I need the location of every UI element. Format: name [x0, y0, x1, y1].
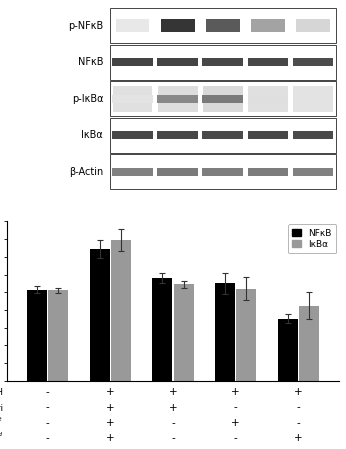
Bar [157, 95, 198, 103]
Text: NFκB: NFκB [78, 57, 103, 67]
Text: +: + [106, 418, 115, 428]
Bar [203, 86, 243, 112]
Bar [48, 291, 69, 381]
Bar [202, 132, 243, 139]
Bar [158, 86, 198, 112]
Bar [112, 86, 152, 112]
Bar [152, 278, 172, 381]
Bar [157, 168, 198, 176]
Bar [90, 249, 110, 381]
Text: +: + [169, 403, 177, 413]
Text: -: - [46, 403, 49, 413]
Text: SC/LC_2$^{nd}$: SC/LC_2$^{nd}$ [0, 431, 3, 445]
Bar [116, 19, 149, 32]
Text: +: + [231, 387, 240, 397]
Bar [293, 168, 334, 176]
Bar [293, 86, 333, 112]
Bar [277, 319, 298, 381]
Text: EtOH: EtOH [0, 388, 3, 397]
Bar [293, 132, 334, 139]
Bar [202, 168, 243, 176]
Bar [110, 81, 336, 116]
Text: -: - [234, 433, 238, 443]
Text: -: - [46, 433, 49, 443]
Bar [299, 305, 319, 381]
Bar [110, 45, 336, 80]
Text: -: - [234, 403, 238, 413]
Text: β-Actin: β-Actin [69, 167, 103, 177]
Bar [293, 95, 334, 103]
Text: -: - [171, 433, 175, 443]
Legend: NFκB, IκBα: NFκB, IκBα [288, 224, 336, 253]
Bar [161, 19, 194, 32]
Text: +: + [106, 433, 115, 443]
Text: p-IκBα: p-IκBα [72, 94, 103, 104]
Bar [248, 86, 288, 112]
Bar [215, 283, 235, 381]
Bar [112, 95, 153, 103]
Text: -: - [171, 418, 175, 428]
Bar [110, 9, 336, 44]
Bar [248, 132, 288, 139]
Text: +: + [231, 418, 240, 428]
Bar [206, 19, 240, 32]
Bar [248, 58, 288, 66]
Bar [174, 284, 194, 381]
Text: -: - [297, 403, 300, 413]
Text: +: + [106, 387, 115, 397]
Text: IκBα: IκBα [82, 130, 103, 140]
Text: SC/LC_Ori: SC/LC_Ori [0, 403, 3, 412]
Text: -: - [46, 418, 49, 428]
Text: +: + [106, 403, 115, 413]
Bar [157, 58, 198, 66]
Bar [251, 19, 285, 32]
Bar [110, 118, 336, 153]
Bar [296, 19, 330, 32]
Bar [111, 240, 131, 381]
Text: p-NFκB: p-NFκB [68, 21, 103, 31]
Bar [27, 290, 47, 381]
Text: +: + [169, 387, 177, 397]
Text: -: - [46, 387, 49, 397]
Bar [112, 58, 153, 66]
Bar [110, 154, 336, 189]
Text: -: - [297, 418, 300, 428]
Bar [112, 132, 153, 139]
Bar [248, 95, 288, 103]
Text: +: + [294, 387, 303, 397]
Bar [157, 132, 198, 139]
Text: SC/LC_1$^{st}$: SC/LC_1$^{st}$ [0, 416, 3, 430]
Bar [202, 58, 243, 66]
Bar [112, 168, 153, 176]
Bar [236, 289, 256, 381]
Bar [293, 58, 334, 66]
Text: +: + [294, 433, 303, 443]
Bar [202, 95, 243, 103]
Bar [248, 168, 288, 176]
